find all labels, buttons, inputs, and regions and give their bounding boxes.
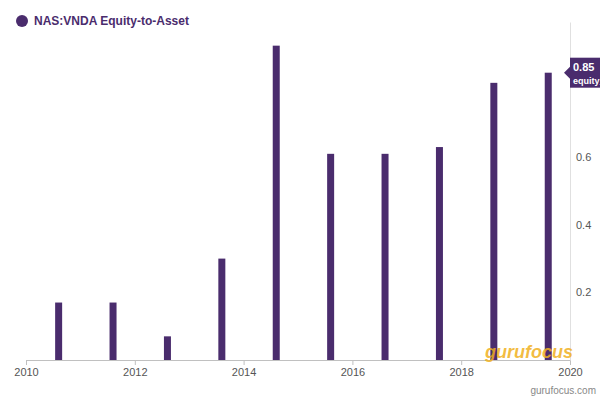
bar bbox=[327, 154, 334, 360]
y-tick-label: 0.4 bbox=[576, 219, 591, 231]
y-tick: 0.4 bbox=[570, 219, 591, 231]
legend-label: NAS:VNDA Equity-to-Asset bbox=[34, 14, 189, 28]
bar bbox=[545, 73, 552, 360]
x-tick-mark bbox=[352, 360, 353, 365]
bar bbox=[436, 147, 443, 360]
y-tick: 0.2 bbox=[570, 286, 591, 298]
x-tick: 2018 bbox=[449, 360, 473, 378]
x-tick-mark bbox=[135, 360, 136, 365]
legend-marker bbox=[16, 15, 28, 27]
x-tick-label: 2014 bbox=[232, 366, 256, 378]
x-tick-label: 2018 bbox=[449, 366, 473, 378]
y-tick-label: 0.6 bbox=[576, 151, 591, 163]
bar bbox=[110, 303, 117, 360]
x-tick-label: 2010 bbox=[14, 366, 38, 378]
x-axis: 2010 2012 2014 2016 2018 2020 bbox=[14, 360, 582, 378]
x-tick-mark bbox=[26, 360, 27, 365]
bar bbox=[490, 83, 497, 360]
watermark: gurufocus bbox=[484, 342, 573, 362]
y-tick: 0.6 bbox=[570, 151, 591, 163]
source: gurufocus.com bbox=[530, 385, 596, 396]
x-tick: 2010 bbox=[14, 360, 38, 378]
value-flag-value: 0.85 bbox=[573, 61, 594, 73]
x-tick: 2020 bbox=[558, 360, 582, 378]
x-tick: 2014 bbox=[232, 360, 256, 378]
x-tick: 2012 bbox=[123, 360, 147, 378]
bars bbox=[55, 46, 552, 360]
x-tick-mark bbox=[244, 360, 245, 365]
bar bbox=[273, 46, 280, 360]
bar bbox=[382, 154, 389, 360]
x-tick-label: 2016 bbox=[341, 366, 365, 378]
bar bbox=[164, 336, 171, 360]
value-flag-pointer bbox=[564, 67, 570, 79]
x-tick-label: 2012 bbox=[123, 366, 147, 378]
value-flag-text: equity_ bbox=[573, 76, 600, 86]
bar bbox=[55, 303, 62, 360]
x-tick-mark bbox=[461, 360, 462, 365]
value-flag: 0.85 equity_ bbox=[564, 58, 600, 88]
chart: 2010 2012 2014 2016 2018 2020 0.2 0.4 0.6 NAS:VND… bbox=[0, 0, 600, 400]
legend: NAS:VNDA Equity-to-Asset bbox=[16, 14, 189, 28]
x-tick-label: 2020 bbox=[558, 366, 582, 378]
bar bbox=[218, 259, 225, 360]
x-tick: 2016 bbox=[341, 360, 365, 378]
y-tick-label: 0.2 bbox=[576, 286, 591, 298]
